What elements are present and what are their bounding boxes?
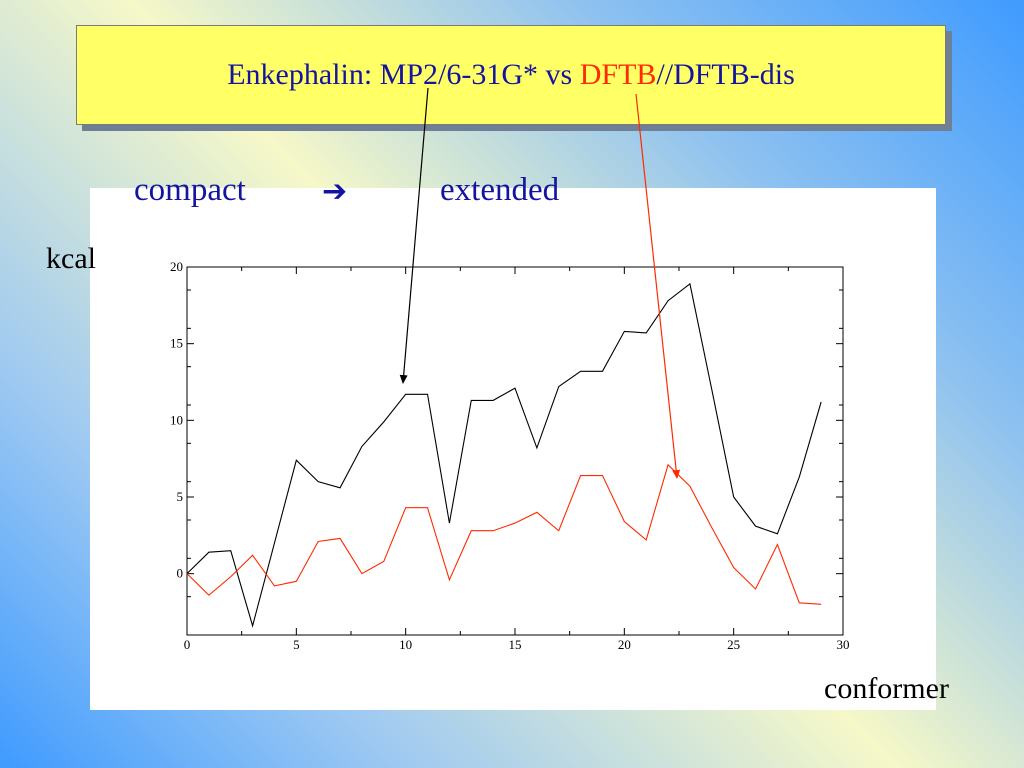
x-tick-label: 5 [293,637,300,652]
title-part-main: Enkephalin: MP2/6-31G* vs [227,58,580,91]
y-tick-label: 10 [170,412,183,427]
subtitle-compact: compact [134,172,246,208]
subtitle-extended: extended [440,172,560,208]
x-tick-label: 25 [727,637,740,652]
x-tick-label: 0 [184,637,191,652]
x-tick-label: 10 [399,637,412,652]
series-line-black [186,282,822,628]
series-line-red [186,463,822,605]
annotation-arrow-red [635,93,681,479]
right-arrow-icon: ➔ [322,174,348,209]
slide-title: Enkephalin: MP2/6-31G* vs DFTB//DFTB-dis [76,25,946,125]
title-part-dis: //DFTB-dis [656,58,795,91]
x-axis-label: conformer [824,672,949,705]
y-tick-label: 5 [177,489,184,504]
y-tick-label: 15 [170,336,183,351]
x-tick-label: 15 [509,637,522,652]
plot-panel [90,188,936,710]
y-tick-label: 0 [177,566,184,581]
y-axis-label: kcal [46,242,96,275]
x-tick-label: 30 [837,637,850,652]
annotation-arrow-black [399,87,429,384]
y-tick-label: 20 [170,259,183,274]
plot-frame [186,266,844,636]
title-part-dftb: DFTB [579,58,657,91]
x-tick-label: 20 [618,637,631,652]
